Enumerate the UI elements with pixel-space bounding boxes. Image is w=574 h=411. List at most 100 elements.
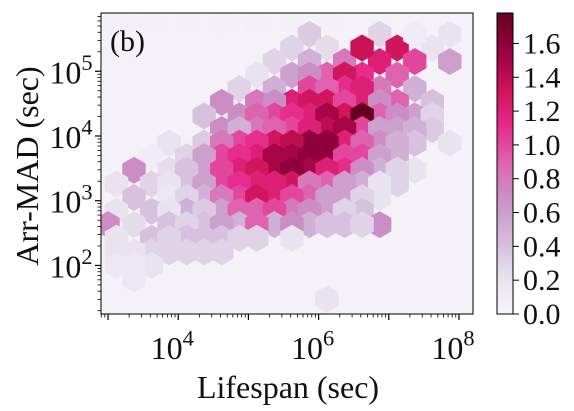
- background-hex: [398, 13, 412, 17]
- background-hex: [404, 212, 429, 240]
- background-hex: [276, 273, 300, 301]
- hex-cell: [280, 61, 304, 89]
- hex-cell: [139, 170, 164, 198]
- hex-cell: [104, 170, 129, 198]
- colorbar-gradient: [496, 12, 514, 315]
- background-hex: [393, 314, 416, 341]
- background-hex: [334, 253, 359, 281]
- background-hex: [334, 13, 359, 38]
- hex-cell: [367, 211, 392, 239]
- hex-cell: [157, 238, 181, 266]
- y-tick-label: 104: [49, 115, 92, 155]
- background-hex: [136, 71, 160, 98]
- hex-cell: [104, 13, 129, 35]
- background-hex: [369, 233, 394, 260]
- background-hex: [416, 273, 441, 301]
- colorbar-tick-label: 0.0: [523, 298, 561, 331]
- hex-cell: [227, 224, 251, 252]
- background-hex: [147, 91, 172, 119]
- hex-cell: [262, 211, 287, 239]
- x-axis-title: Lifespan (sec): [197, 369, 379, 405]
- background-hex: [101, 111, 113, 139]
- background-hex: [101, 293, 125, 314]
- background-hex: [206, 30, 230, 58]
- background-hex: [241, 253, 265, 281]
- background-hex: [147, 50, 172, 78]
- background-hex: [164, 13, 179, 17]
- hex-cell: [315, 34, 339, 62]
- hex-cell: [403, 156, 427, 184]
- hex-cell: [403, 20, 427, 48]
- background-hex: [440, 233, 464, 260]
- background-hex: [440, 152, 464, 179]
- background-hex: [463, 193, 473, 219]
- hex-cell: [139, 251, 164, 279]
- colorbar-tick-label: 1.0: [523, 129, 561, 162]
- background-hex: [463, 153, 473, 178]
- background-hex: [101, 152, 113, 179]
- hex-cell: [280, 224, 304, 252]
- background-hex: [475, 172, 498, 199]
- hex-cell: [315, 13, 339, 35]
- background-hex: [112, 111, 137, 139]
- hex-cell: [174, 13, 199, 35]
- hex-cell: [350, 34, 374, 62]
- colorbar-tick-label: 0.2: [523, 264, 561, 297]
- background-hex: [101, 91, 125, 119]
- background-hex: [404, 293, 429, 314]
- hex-cell: [403, 48, 427, 76]
- background-hex: [89, 314, 112, 341]
- hex-cell: [139, 143, 164, 171]
- hex-cell: [192, 102, 216, 130]
- background-hex: [463, 274, 473, 300]
- background-hex: [451, 253, 473, 281]
- background-hex: [463, 31, 473, 57]
- background-hex: [440, 71, 464, 98]
- hex-cell: [403, 129, 427, 157]
- background-hex: [171, 91, 195, 119]
- hex-cell: [210, 88, 234, 116]
- background-hex: [253, 314, 276, 341]
- background-hex: [440, 273, 464, 301]
- hex-cell: [262, 48, 287, 76]
- background-hex: [101, 71, 113, 98]
- background-hex: [475, 213, 498, 240]
- background-hex: [171, 50, 195, 78]
- background-hex: [101, 30, 113, 58]
- hex-cell: [122, 183, 146, 211]
- hex-cell: [438, 48, 462, 76]
- colorbar: 0.00.20.40.60.81.01.21.41.6: [496, 12, 561, 331]
- x-tick-label: 104: [151, 326, 194, 366]
- background-hex: [475, 91, 498, 118]
- background-hex: [288, 293, 312, 314]
- background-hex: [475, 294, 498, 321]
- background-hex: [171, 293, 195, 314]
- hex-cell: [227, 75, 251, 103]
- background-hex: [304, 13, 319, 17]
- colorbar-tick-label: 0.4: [523, 230, 561, 263]
- colorbar-tick-label: 1.6: [523, 27, 561, 60]
- hex-cell: [385, 170, 409, 198]
- background-hex: [440, 111, 464, 139]
- background-hex: [358, 293, 382, 314]
- background-hex: [217, 293, 242, 314]
- background-hex: [182, 30, 207, 58]
- background-hex: [428, 253, 452, 281]
- hex-cell: [280, 13, 304, 35]
- hex-cell: [297, 20, 322, 48]
- hex-cell: [367, 183, 392, 211]
- plot-frame: [100, 12, 474, 315]
- hex-cell: [192, 238, 216, 266]
- background-hex: [416, 233, 441, 260]
- background-hex: [428, 212, 452, 240]
- background-hex: [288, 253, 312, 281]
- colorbar-tick-label: 0.8: [523, 163, 561, 196]
- background-hex: [440, 192, 464, 220]
- hex-cell: [385, 34, 409, 62]
- hex-cell: [332, 211, 357, 239]
- background-hex: [451, 212, 473, 240]
- hex-cell: [420, 34, 444, 62]
- hex-cell: [245, 61, 269, 89]
- hex-cell: [315, 211, 339, 239]
